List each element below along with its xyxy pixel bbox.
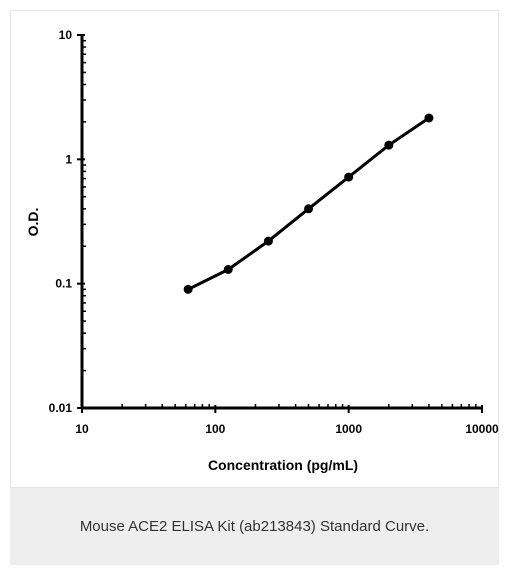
data-point: [424, 113, 434, 123]
x-axis-title: Concentration (pg/mL): [208, 457, 358, 473]
y-tick-label: 1: [65, 152, 72, 166]
series-group: [183, 113, 434, 294]
data-point: [263, 236, 273, 246]
y-tick-label: 0.1: [55, 277, 72, 291]
data-point: [384, 140, 394, 150]
axes: [80, 35, 482, 410]
data-point: [304, 204, 314, 214]
y-tick-label: 10: [59, 28, 73, 42]
caption-text: Mouse ACE2 ELISA Kit (ab213843) Standard…: [79, 518, 430, 535]
x-tick-label: 10: [75, 422, 89, 436]
y-axis-title: O.D.: [25, 208, 41, 237]
y-tick-label: 0.01: [49, 401, 73, 415]
tick-labels: 0.01 0.1 1 10 10 100 1000 10000: [49, 28, 499, 436]
standard-curve-chart: 0.01 0.1 1 10 10 100 1000 10000 Concentration (…: [25, 28, 499, 473]
tick-marks: [77, 34, 483, 413]
x-tick-label: 100: [205, 422, 225, 436]
x-tick-label: 10000: [465, 422, 499, 436]
caption-box: Mouse ACE2 ELISA Kit (ab213843) Standard…: [10, 488, 499, 565]
data-point: [344, 172, 354, 182]
data-point: [183, 284, 193, 294]
x-tick-label: 1000: [335, 422, 362, 436]
data-point: [223, 264, 233, 274]
